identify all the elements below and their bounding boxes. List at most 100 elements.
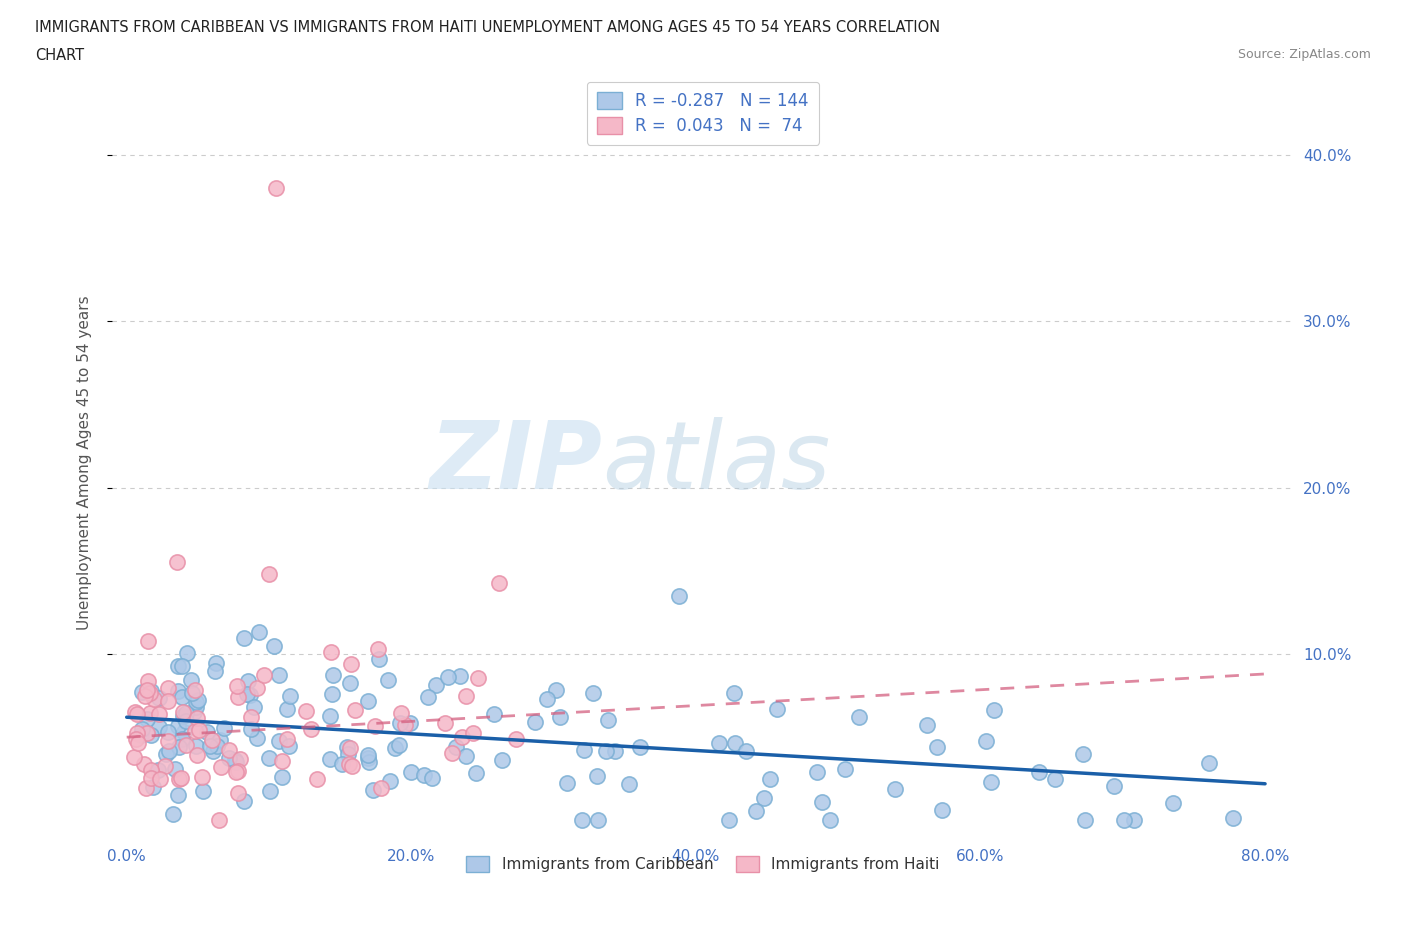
Point xyxy=(139,685,162,700)
Point xyxy=(208,813,231,828)
Point xyxy=(276,732,298,747)
Point xyxy=(139,706,162,721)
Point xyxy=(153,758,176,773)
Point xyxy=(125,726,148,741)
Point xyxy=(135,781,157,796)
Point xyxy=(818,813,841,828)
Point xyxy=(806,764,828,779)
Point xyxy=(136,633,159,648)
Text: atlas: atlas xyxy=(603,418,831,508)
Point xyxy=(505,732,527,747)
Y-axis label: Unemployment Among Ages 45 to 54 years: Unemployment Among Ages 45 to 54 years xyxy=(77,296,91,630)
Point xyxy=(1114,813,1136,828)
Point xyxy=(278,688,301,703)
Point xyxy=(450,729,472,744)
Point xyxy=(581,685,603,700)
Point xyxy=(225,754,247,769)
Point xyxy=(269,734,291,749)
Point xyxy=(253,667,276,682)
Point xyxy=(228,764,250,779)
Point xyxy=(718,813,741,828)
Point xyxy=(544,683,567,698)
Point xyxy=(359,754,381,769)
Point xyxy=(931,803,953,817)
Point xyxy=(734,743,756,758)
Point xyxy=(176,714,198,729)
Point xyxy=(605,744,627,759)
Point xyxy=(976,734,998,749)
Point xyxy=(339,657,361,671)
Point xyxy=(378,774,401,789)
Point xyxy=(264,180,287,195)
Point xyxy=(167,788,190,803)
Point xyxy=(201,733,224,748)
Point xyxy=(162,806,184,821)
Point xyxy=(363,719,385,734)
Point xyxy=(399,715,422,730)
Point xyxy=(294,704,316,719)
Point xyxy=(259,783,281,798)
Point xyxy=(184,699,207,714)
Point xyxy=(218,751,240,765)
Point xyxy=(186,748,208,763)
Point xyxy=(173,709,195,724)
Point xyxy=(156,724,179,739)
Point xyxy=(271,769,294,784)
Point xyxy=(337,757,360,772)
Point xyxy=(707,736,730,751)
Point xyxy=(167,719,190,734)
Point xyxy=(166,555,188,570)
Point xyxy=(246,730,269,745)
Point xyxy=(433,716,456,731)
Point xyxy=(336,747,359,762)
Point xyxy=(204,664,226,679)
Point xyxy=(321,687,343,702)
Point xyxy=(270,753,292,768)
Point xyxy=(444,739,467,754)
Point xyxy=(1123,813,1146,828)
Point xyxy=(139,727,162,742)
Point xyxy=(201,743,224,758)
Point xyxy=(357,694,380,709)
Point xyxy=(491,752,513,767)
Point xyxy=(883,781,905,796)
Point xyxy=(574,743,596,758)
Point xyxy=(299,722,322,737)
Point xyxy=(141,771,163,786)
Point xyxy=(548,709,571,724)
Point xyxy=(267,668,290,683)
Point xyxy=(449,669,471,684)
Point xyxy=(488,575,510,590)
Point xyxy=(586,813,609,828)
Point xyxy=(174,706,197,721)
Point xyxy=(586,768,609,783)
Point xyxy=(456,748,478,763)
Point xyxy=(344,703,367,718)
Point xyxy=(247,625,270,640)
Point xyxy=(226,689,249,704)
Point xyxy=(181,685,204,700)
Point xyxy=(336,739,359,754)
Point xyxy=(318,752,340,767)
Point xyxy=(125,732,148,747)
Point xyxy=(307,772,329,787)
Point xyxy=(357,748,380,763)
Point xyxy=(146,763,169,777)
Point xyxy=(595,743,617,758)
Point xyxy=(598,712,620,727)
Point xyxy=(1222,811,1244,826)
Point xyxy=(149,771,172,786)
Point xyxy=(170,731,193,746)
Point xyxy=(339,676,361,691)
Point xyxy=(330,757,353,772)
Point xyxy=(148,691,170,706)
Point xyxy=(127,736,149,751)
Point xyxy=(848,710,870,724)
Point xyxy=(134,689,156,704)
Point xyxy=(167,684,190,698)
Point xyxy=(172,658,194,673)
Point xyxy=(205,738,228,753)
Point xyxy=(157,744,180,759)
Point xyxy=(184,695,207,710)
Point xyxy=(319,644,342,659)
